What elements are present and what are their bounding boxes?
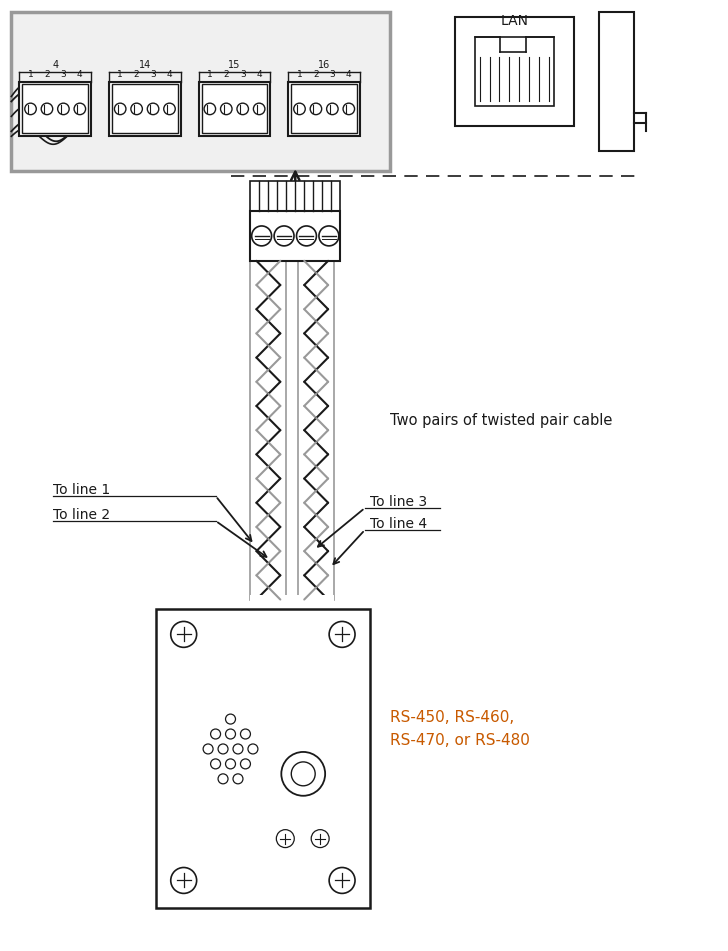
Circle shape xyxy=(58,103,69,115)
Bar xyxy=(455,17,574,126)
Text: To line 4: To line 4 xyxy=(370,516,427,531)
Circle shape xyxy=(218,774,228,784)
Text: RS-450, RS-460,
RS-470, or RS-480: RS-450, RS-460, RS-470, or RS-480 xyxy=(390,710,530,747)
Circle shape xyxy=(281,752,325,796)
Bar xyxy=(250,211,340,261)
Circle shape xyxy=(221,103,232,115)
Circle shape xyxy=(311,829,329,847)
Circle shape xyxy=(277,829,294,847)
Text: Two pairs of twisted pair cable: Two pairs of twisted pair cable xyxy=(390,413,612,428)
Circle shape xyxy=(296,226,317,246)
Text: 4: 4 xyxy=(346,69,352,79)
Circle shape xyxy=(131,103,143,115)
Text: 3: 3 xyxy=(60,69,66,79)
Text: 15: 15 xyxy=(229,60,241,69)
Circle shape xyxy=(343,103,355,115)
Circle shape xyxy=(226,714,235,724)
Circle shape xyxy=(41,103,52,115)
Bar xyxy=(599,11,634,151)
Circle shape xyxy=(25,103,36,115)
Bar xyxy=(109,82,181,136)
Text: 3: 3 xyxy=(150,69,156,79)
Circle shape xyxy=(74,103,86,115)
Circle shape xyxy=(204,103,215,115)
Bar xyxy=(288,82,360,136)
Circle shape xyxy=(310,103,322,115)
Circle shape xyxy=(210,729,221,739)
Circle shape xyxy=(253,103,265,115)
Circle shape xyxy=(147,103,159,115)
Bar xyxy=(202,85,267,133)
Circle shape xyxy=(218,744,228,754)
Bar xyxy=(250,181,340,211)
Text: To line 3: To line 3 xyxy=(370,495,427,509)
Text: 14: 14 xyxy=(139,60,151,69)
Circle shape xyxy=(240,729,250,739)
Text: 1: 1 xyxy=(28,69,33,79)
Circle shape xyxy=(240,759,250,768)
Text: 1: 1 xyxy=(207,69,213,79)
Circle shape xyxy=(252,226,272,246)
Text: 2: 2 xyxy=(313,69,319,79)
Bar xyxy=(156,610,370,908)
Bar xyxy=(199,82,270,136)
Text: 4: 4 xyxy=(77,69,83,79)
Circle shape xyxy=(233,744,243,754)
Text: 1: 1 xyxy=(296,69,302,79)
Text: 2: 2 xyxy=(44,69,50,79)
Circle shape xyxy=(237,103,248,115)
Text: LAN: LAN xyxy=(500,13,529,28)
Text: 4: 4 xyxy=(52,60,58,69)
Bar xyxy=(23,85,88,133)
Circle shape xyxy=(274,226,294,246)
Circle shape xyxy=(329,867,355,893)
Text: 3: 3 xyxy=(330,69,336,79)
Circle shape xyxy=(319,226,339,246)
Text: 1: 1 xyxy=(117,69,123,79)
Circle shape xyxy=(233,774,243,784)
Text: To line 2: To line 2 xyxy=(53,508,111,522)
Bar xyxy=(475,37,554,107)
Circle shape xyxy=(291,762,315,786)
Text: 4: 4 xyxy=(167,69,173,79)
Text: 2: 2 xyxy=(223,69,229,79)
Circle shape xyxy=(171,621,197,648)
Circle shape xyxy=(329,621,355,648)
Circle shape xyxy=(164,103,175,115)
Circle shape xyxy=(203,744,213,754)
Text: 3: 3 xyxy=(240,69,245,79)
Bar xyxy=(12,11,390,171)
Text: 16: 16 xyxy=(318,60,331,69)
Circle shape xyxy=(248,744,258,754)
Bar xyxy=(291,85,357,133)
Circle shape xyxy=(293,103,305,115)
Circle shape xyxy=(327,103,338,115)
Circle shape xyxy=(210,759,221,768)
Bar xyxy=(112,85,178,133)
Text: 2: 2 xyxy=(134,69,140,79)
Circle shape xyxy=(226,759,235,768)
Circle shape xyxy=(114,103,126,115)
Text: 4: 4 xyxy=(256,69,262,79)
Bar xyxy=(20,82,91,136)
Circle shape xyxy=(226,729,235,739)
Text: To line 1: To line 1 xyxy=(53,483,111,497)
Circle shape xyxy=(171,867,197,893)
Bar xyxy=(250,594,334,605)
